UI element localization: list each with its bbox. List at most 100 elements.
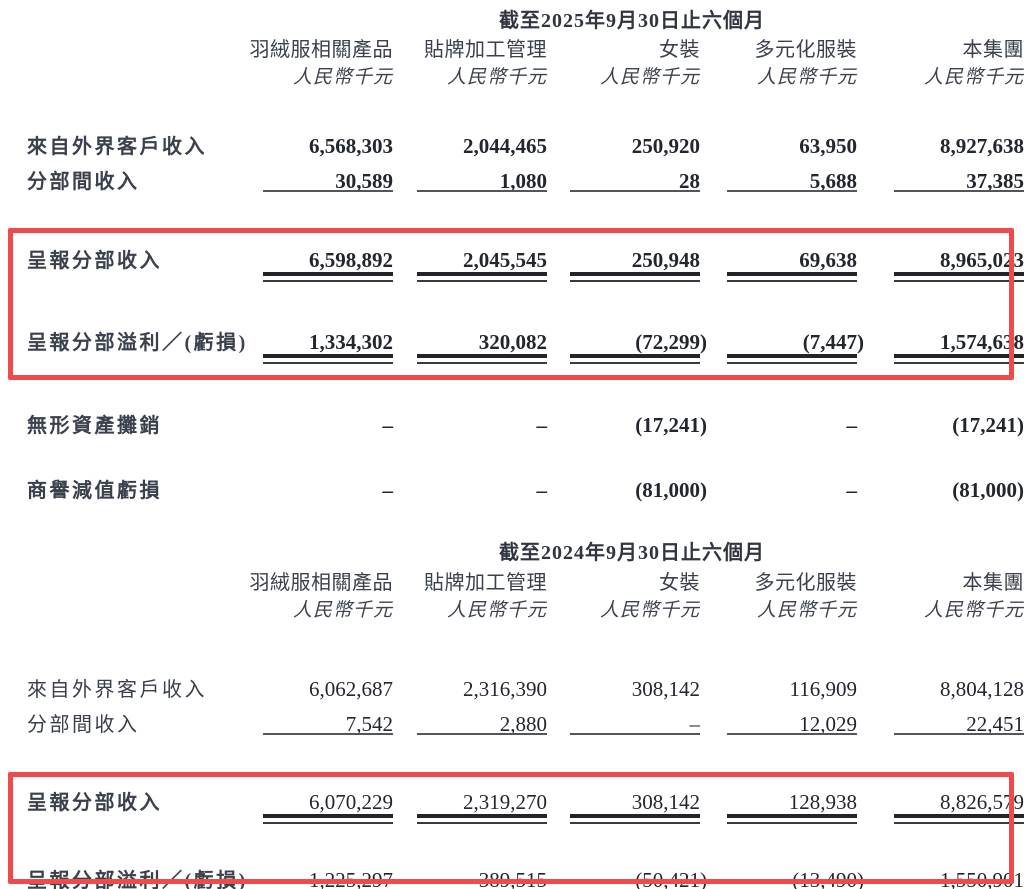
value-cell: 320,082 — [478, 330, 547, 354]
column-header-row-2024: 羽絨服相關產品 貼牌加工管理 女裝 多元化服裝 本集團 — [0, 566, 1024, 595]
double-underline — [894, 354, 1024, 364]
column-header-down-apparel: 羽絨服相關產品 — [249, 572, 393, 594]
highlight-box-2025 — [8, 228, 1014, 380]
single-underline — [570, 190, 700, 192]
total-rule-row — [0, 272, 1024, 282]
value-cell: 30,589 — [335, 169, 393, 193]
single-underline — [894, 190, 1024, 192]
value-cell-negative: (81,000) — [635, 478, 707, 502]
single-underline — [417, 733, 547, 735]
value-cell: 22,451 — [966, 712, 1024, 736]
table-row-intersegment-revenue-2025: 分部間收入 30,589 1,080 28 5,688 37,385 — [0, 165, 1024, 194]
value-cell: 2,044,465 — [463, 134, 547, 158]
unit-label: 人民幣千元 — [446, 67, 547, 88]
period-title-2024: 截至2024年9月30日止六個月 — [499, 542, 765, 564]
value-cell: – — [846, 478, 858, 502]
table-row-segment-revenue-2025: 呈報分部收入 6,598,892 2,045,545 250,948 69,63… — [0, 244, 1024, 273]
row-label: 分部間收入 — [27, 171, 140, 193]
value-cell: 5,688 — [809, 169, 857, 193]
value-cell: – — [689, 712, 701, 736]
value-cell: – — [536, 413, 548, 437]
unit-label: 人民幣千元 — [599, 67, 700, 88]
row-label: 呈報分部收入 — [27, 250, 162, 272]
row-label: 分部間收入 — [27, 714, 140, 736]
row-label: 無形資產攤銷 — [27, 415, 162, 437]
table-row-amortisation-2025: 無形資產攤銷 – – (17,241) – (17,241) — [0, 409, 1024, 438]
single-underline — [263, 190, 393, 192]
unit-label: 人民幣千元 — [292, 600, 393, 621]
unit-label: 人民幣千元 — [599, 600, 700, 621]
value-cell: 6,568,303 — [309, 134, 393, 158]
value-cell: 308,142 — [631, 677, 700, 701]
double-underline — [894, 814, 1024, 824]
value-cell-negative: (72,299) — [635, 330, 707, 354]
total-rule-row — [0, 354, 1024, 364]
value-cell: 1,334,302 — [309, 330, 393, 354]
column-header-diversified-apparel: 多元化服裝 — [754, 572, 857, 594]
value-cell: 308,142 — [631, 790, 700, 814]
double-underline — [417, 814, 547, 824]
value-cell: 63,950 — [799, 134, 857, 158]
unit-label: 人民幣千元 — [923, 67, 1024, 88]
row-label: 來自外界客戶收入 — [27, 679, 207, 701]
value-cell: 2,045,545 — [463, 248, 547, 272]
value-cell: 6,070,229 — [309, 790, 393, 814]
value-cell: 2,319,270 — [463, 790, 547, 814]
value-cell: 116,909 — [789, 677, 857, 701]
value-cell: 2,880 — [499, 712, 547, 736]
column-header-down-apparel: 羽絨服相關產品 — [249, 39, 393, 61]
table-row-intersegment-revenue-2024: 分部間收入 7,542 2,880 – 12,029 22,451 — [0, 708, 1024, 737]
double-underline — [570, 354, 700, 364]
row-label: 呈報分部溢利／(虧損) — [27, 332, 248, 354]
double-underline — [727, 814, 857, 824]
column-header-oem-management: 貼牌加工管理 — [424, 572, 547, 594]
double-underline — [727, 272, 857, 282]
column-header-row-2025: 羽絨服相關產品 貼牌加工管理 女裝 多元化服裝 本集團 — [0, 33, 1024, 62]
double-underline — [417, 354, 547, 364]
column-header-ladieswear: 女裝 — [659, 572, 700, 594]
value-cell: 69,638 — [799, 248, 857, 272]
table-row-external-revenue-2025: 來自外界客戶收入 6,568,303 2,044,465 250,920 63,… — [0, 130, 1024, 159]
single-underline — [727, 733, 857, 735]
single-underline — [727, 190, 857, 192]
single-underline — [417, 190, 547, 192]
value-cell: – — [536, 478, 548, 502]
row-label: 商譽減值虧損 — [27, 480, 162, 502]
value-cell: 6,598,892 — [309, 248, 393, 272]
table-row-external-revenue-2024: 來自外界客戶收入 6,062,687 2,316,390 308,142 116… — [0, 673, 1024, 702]
column-header-ladieswear: 女裝 — [659, 39, 700, 61]
double-underline — [263, 354, 393, 364]
column-header-group: 本集團 — [962, 39, 1024, 61]
value-cell: 1,080 — [499, 169, 547, 193]
single-underline — [894, 733, 1024, 735]
column-header-diversified-apparel: 多元化服裝 — [754, 39, 857, 61]
double-underline — [570, 272, 700, 282]
period-title-2025: 截至2025年9月30日止六個月 — [499, 10, 765, 32]
column-header-group: 本集團 — [962, 572, 1024, 594]
unit-label: 人民幣千元 — [446, 600, 547, 621]
value-cell: – — [846, 413, 858, 437]
value-cell: 8,804,128 — [940, 677, 1024, 701]
subtotal-rule-row-2025 — [0, 190, 1024, 192]
value-cell-negative: (7,447) — [802, 330, 864, 354]
double-underline — [263, 272, 393, 282]
value-cell-negative: (17,241) — [952, 413, 1024, 437]
single-underline — [570, 733, 700, 735]
highlight-box-2024 — [8, 772, 1014, 884]
row-label: 呈報分部收入 — [27, 792, 162, 814]
subtotal-rule-row-2024 — [0, 733, 1024, 735]
double-underline — [894, 272, 1024, 282]
unit-label: 人民幣千元 — [292, 67, 393, 88]
unit-row-2025: 人民幣千元 人民幣千元 人民幣千元 人民幣千元 人民幣千元 — [0, 62, 1024, 89]
value-cell: – — [382, 478, 394, 502]
unit-row-2024: 人民幣千元 人民幣千元 人民幣千元 人民幣千元 人民幣千元 — [0, 595, 1024, 622]
value-cell: 12,029 — [799, 712, 857, 736]
table-row-goodwill-2025: 商譽減值虧損 – – (81,000) – (81,000) — [0, 474, 1024, 503]
value-cell: 28 — [679, 169, 700, 193]
value-cell-negative: (17,241) — [635, 413, 707, 437]
double-underline — [263, 814, 393, 824]
value-cell: 6,062,687 — [309, 677, 393, 701]
double-underline — [417, 272, 547, 282]
double-underline — [570, 814, 700, 824]
